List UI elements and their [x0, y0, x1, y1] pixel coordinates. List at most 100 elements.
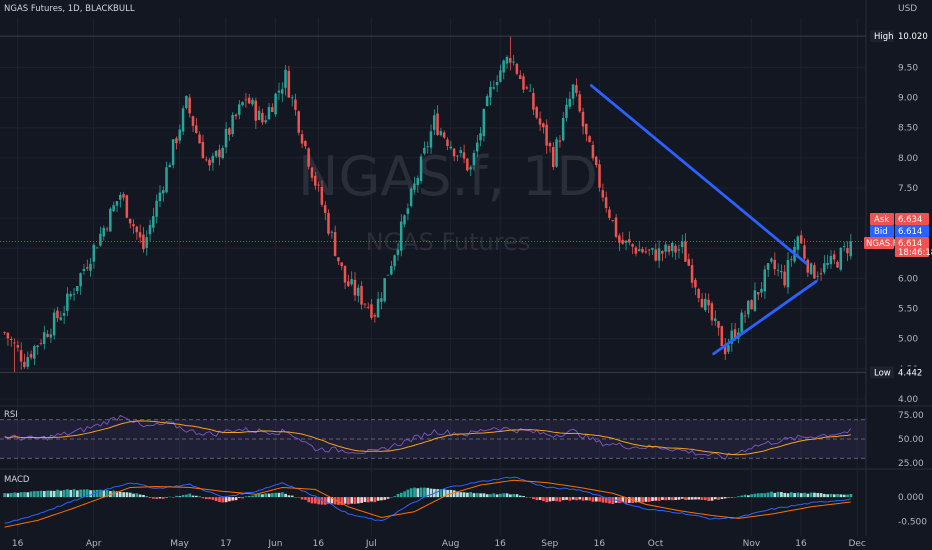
candle	[670, 241, 674, 258]
candle	[208, 157, 211, 171]
candle	[195, 117, 198, 134]
macd-histogram-bar	[267, 493, 271, 498]
macd-histogram-bar	[505, 493, 509, 498]
candle	[423, 141, 426, 156]
macd-histogram-bar	[314, 497, 317, 504]
candle	[3, 331, 6, 335]
trendline-lower[interactable]	[712, 280, 818, 356]
currency-label: USD	[898, 4, 917, 14]
candle	[786, 252, 790, 294]
candle	[145, 230, 148, 256]
candle	[680, 234, 684, 254]
candle	[528, 83, 532, 92]
macd-histogram-bar	[839, 494, 843, 498]
macd-histogram-bar	[462, 492, 466, 498]
macd-histogram-bar	[396, 493, 400, 498]
candle	[370, 299, 373, 320]
macd-histogram-bar	[816, 492, 820, 498]
candle	[796, 235, 800, 257]
macd-histogram-bar	[158, 497, 162, 499]
macd-histogram-bar	[561, 497, 565, 501]
macd-histogram-bar	[277, 492, 281, 498]
macd-histogram-bar	[651, 497, 654, 502]
candle	[244, 93, 248, 108]
macd-histogram-bar	[333, 497, 337, 505]
macd-histogram-bar	[720, 497, 724, 500]
last-price-value: 6.614	[898, 239, 922, 249]
macd-histogram-bar	[657, 497, 661, 501]
time-tick-label: May	[170, 539, 189, 549]
candle	[466, 158, 469, 172]
candle	[509, 36, 512, 71]
candle	[125, 194, 129, 219]
candle	[214, 150, 218, 159]
macd-histogram-bar	[495, 494, 499, 498]
candle	[561, 112, 565, 142]
macd-histogram-bar	[370, 497, 373, 502]
macd-histogram-bar	[684, 497, 687, 501]
macd-histogram-bar	[565, 497, 568, 500]
candle	[201, 134, 205, 159]
candle	[59, 311, 62, 321]
macd-histogram-bar	[499, 493, 502, 498]
macd-histogram-bar	[406, 489, 410, 498]
candle	[654, 243, 657, 262]
price-tick-label: 4.00	[898, 395, 918, 405]
candle	[13, 338, 16, 373]
macd-histogram-bar	[247, 495, 251, 498]
macd-histogram-bar	[789, 492, 793, 498]
macd-histogram-bar	[386, 497, 390, 499]
macd-histogram-bar	[439, 489, 443, 498]
macd-histogram-bar	[39, 490, 43, 498]
macd-histogram-bar	[601, 497, 605, 503]
candle	[545, 119, 548, 154]
macd-histogram-bar	[363, 497, 367, 503]
candle	[323, 201, 327, 221]
candle	[284, 64, 287, 96]
macd-histogram-bar	[694, 497, 697, 500]
candle	[26, 351, 29, 370]
candle	[730, 322, 733, 352]
candle	[558, 135, 562, 148]
macd-histogram-bar	[49, 490, 53, 498]
candle	[178, 124, 181, 144]
macd-histogram-bar	[56, 489, 59, 498]
candle	[52, 308, 56, 340]
candle	[330, 230, 334, 239]
candle	[700, 293, 704, 308]
macd-histogram-bar	[832, 494, 836, 498]
macd-histogram-bar	[251, 495, 254, 498]
macd-histogram-bar	[545, 497, 549, 503]
macd-histogram-bar	[641, 497, 644, 503]
candle	[677, 244, 681, 259]
macd-histogram-bar	[469, 492, 473, 498]
macd-histogram-bar	[502, 493, 506, 498]
macd-histogram-bar	[826, 494, 830, 498]
macd-histogram-bar	[204, 497, 208, 500]
macd-histogram-bar	[69, 489, 73, 498]
candle	[247, 94, 251, 105]
candle	[743, 310, 747, 324]
macd-histogram-bar	[280, 492, 284, 498]
candle	[343, 265, 347, 290]
macd-histogram-bar	[743, 494, 747, 498]
price-tick-label: 5.50	[898, 305, 918, 315]
candle	[604, 191, 608, 213]
bid-tag-value: 6.614	[898, 227, 922, 237]
macd-histogram-bar	[727, 497, 730, 498]
macd-histogram-bar	[188, 493, 192, 498]
candle	[62, 305, 66, 324]
macd-histogram-bar	[542, 497, 545, 502]
macd-histogram-bar	[704, 497, 707, 501]
candle	[39, 339, 43, 346]
candle	[198, 131, 201, 144]
ask-tag-label: Ask	[874, 215, 889, 225]
macd-histogram-bar	[568, 497, 572, 501]
candle	[294, 93, 297, 116]
macd-histogram-bar	[585, 497, 588, 501]
candle	[661, 250, 664, 262]
candle	[373, 313, 377, 323]
trendline-upper[interactable]	[589, 84, 808, 265]
